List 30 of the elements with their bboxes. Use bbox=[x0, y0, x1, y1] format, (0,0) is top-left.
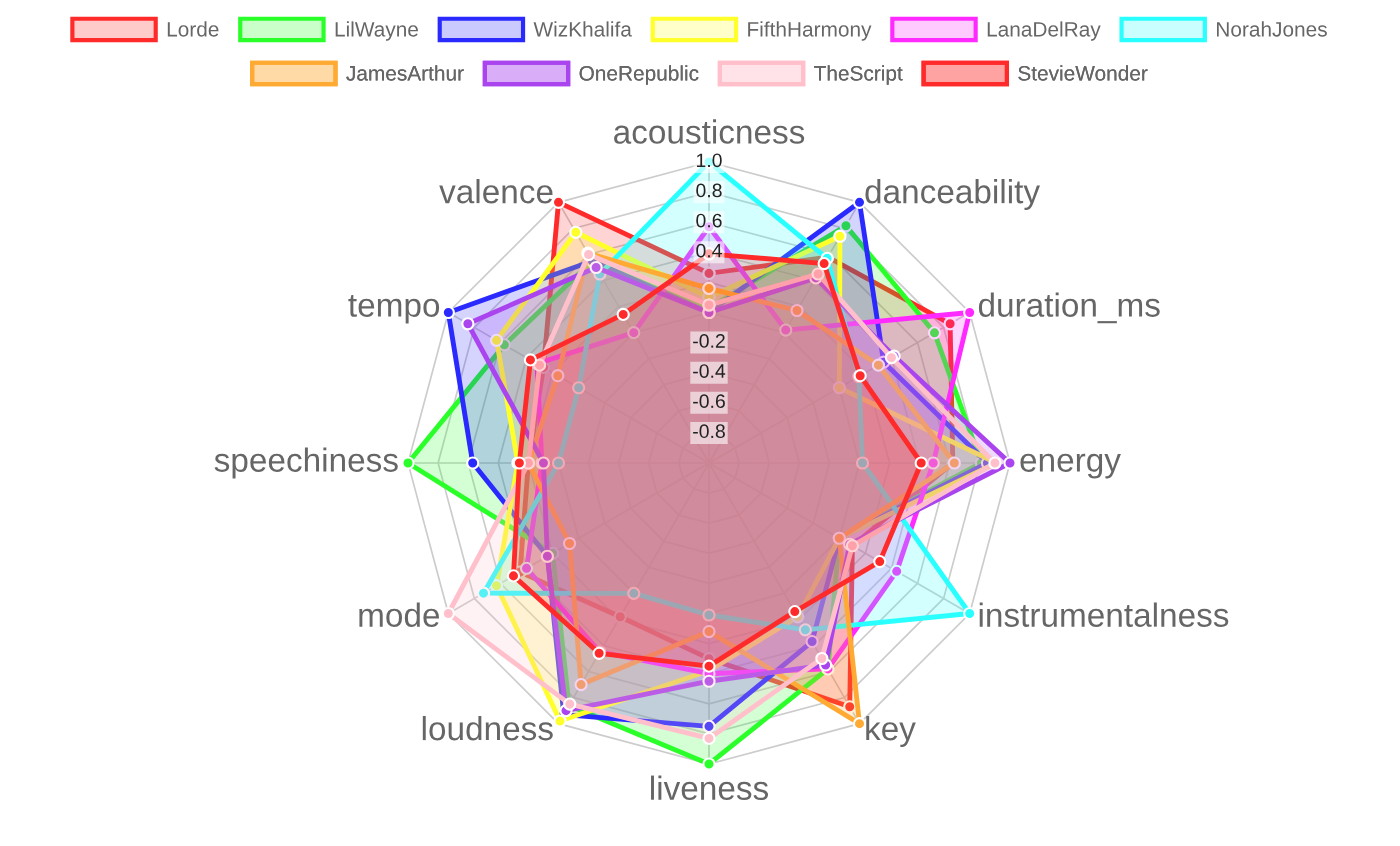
legend-label: JamesArthur bbox=[346, 65, 464, 81]
y-tick-label: -0.6 bbox=[693, 394, 725, 409]
legend-label: NorahJones bbox=[1217, 21, 1327, 37]
spoke-label: acousticness bbox=[614, 119, 805, 144]
y-tick-label: 0.4 bbox=[696, 243, 722, 258]
spoke-label: danceability bbox=[865, 178, 1040, 211]
spoke-label: mode bbox=[359, 602, 440, 627]
legend-label: StevieWonder bbox=[1018, 65, 1148, 81]
spoke-label: loudness bbox=[422, 715, 553, 741]
spoke-label: duration_ms bbox=[978, 292, 1160, 324]
legend-label: TheScript bbox=[814, 65, 903, 85]
legend-label: LilWayne bbox=[335, 21, 418, 41]
spoke-label: key bbox=[866, 715, 916, 748]
y-tick-label: -0.8 bbox=[693, 424, 725, 439]
legend-label: WizKhalifa bbox=[533, 21, 632, 37]
spoke-label: tempo bbox=[348, 295, 440, 324]
legend-label: Lorde bbox=[167, 21, 219, 37]
legend-label: OneRepublic bbox=[579, 65, 699, 85]
legend-label: LanaDelRay bbox=[987, 21, 1101, 41]
spoke-label: energy bbox=[1020, 453, 1121, 479]
spoke-label: valence bbox=[439, 178, 553, 204]
spoke-label: liveness bbox=[651, 775, 769, 801]
y-tick-label: 0.6 bbox=[696, 213, 722, 228]
legend-label: FifthHarmony bbox=[748, 21, 872, 41]
y-tick-label: -0.4 bbox=[693, 364, 726, 378]
spoke-label: instrumentalness bbox=[979, 602, 1229, 627]
y-tick-label: 1.0 bbox=[696, 153, 722, 168]
y-tick-label: 0.8 bbox=[696, 183, 722, 198]
spoke-label: speechiness bbox=[214, 447, 398, 479]
y-tick-label: -0.2 bbox=[693, 334, 725, 348]
